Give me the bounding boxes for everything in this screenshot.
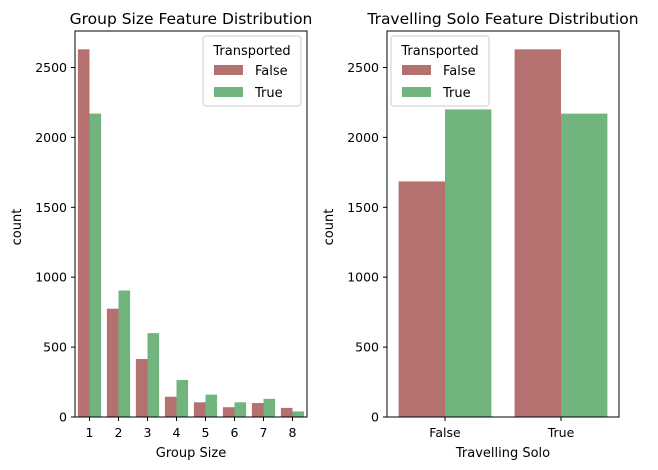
bar-false-4 [164,396,177,417]
bar-true-true [561,113,608,418]
y-tick-label: 1500 [35,200,67,215]
legend-swatch-true [214,87,243,97]
legend-swatch-false [402,65,431,75]
bar-true-3 [147,333,160,417]
chart-title: Group Size Feature Distribution [70,10,313,28]
y-tick-label: 2000 [347,130,379,145]
bar-true-4 [176,379,189,417]
bar-false-8 [280,407,293,417]
legend-swatch-true [402,87,431,97]
x-tick-label: 8 [289,425,297,440]
legend-label-true: True [254,86,283,101]
y-tick-label: 1000 [347,270,379,285]
x-tick-label: False [429,425,461,440]
legend-title: Transported [400,44,478,59]
x-axis-ticks: 1 2 3 4 5 6 7 8 [86,417,297,440]
x-axis-label: Group Size [156,446,226,461]
x-tick-label: 1 [86,425,94,440]
legend-label-true: True [442,86,471,101]
y-axis-label: count [10,209,25,246]
bar-true-5 [205,394,218,417]
y-tick-label: 1000 [35,270,67,285]
axes-frame [386,30,620,418]
y-tick-label: 500 [43,340,67,355]
bar-true-8 [292,411,305,417]
bar-true-false [445,109,492,418]
bar-true-7 [263,398,276,417]
legend: Transported False True [202,35,302,107]
legend: Transported False True [390,35,490,107]
x-tick-label: 2 [115,425,123,440]
bar-false-2 [106,308,119,417]
x-axis-label: Travelling Solo [455,446,550,461]
bar-true-1 [89,113,102,418]
y-tick-label: 2500 [347,60,379,75]
axes-frame [74,30,308,418]
legend-label-false: False [443,64,476,79]
bar-true-2 [118,290,131,417]
bar-false-5 [193,402,206,417]
legend-label-false: False [255,64,288,79]
y-tick-label: 2500 [35,60,67,75]
legend-swatch-false [214,65,243,75]
bar-false-false [398,181,445,417]
x-tick-label: 3 [144,425,152,440]
bar-false-7 [251,403,264,417]
chart-travelling-solo: Travelling Solo Feature Distribution 0 50… [322,10,639,461]
x-tick-label: 7 [260,425,268,440]
y-axis-ticks: 0 500 1000 1500 2000 2500 [35,60,75,425]
bars-layer [77,49,305,418]
bar-false-3 [135,358,148,417]
bar-true-6 [234,402,247,417]
x-axis-ticks: False True [429,417,575,440]
bar-false-6 [222,407,235,417]
y-tick-label: 0 [371,410,379,425]
bar-false-true [514,49,561,418]
legend-title: Transported [212,44,290,59]
y-tick-label: 0 [59,410,67,425]
y-tick-label: 500 [355,340,379,355]
y-axis-label: count [322,209,337,246]
y-tick-label: 1500 [347,200,379,215]
bars-layer [398,49,608,418]
chart-title: Travelling Solo Feature Distribution [366,10,638,28]
x-tick-label: True [547,425,575,440]
x-tick-label: 4 [173,425,181,440]
chart-group-size: Group Size Feature Distribution 0 500 1000… [10,10,312,461]
y-axis-ticks: 0 500 1000 1500 2000 2500 [347,60,387,425]
y-tick-label: 2000 [35,130,67,145]
x-tick-label: 6 [231,425,239,440]
x-tick-label: 5 [202,425,210,440]
bar-false-1 [77,49,90,418]
